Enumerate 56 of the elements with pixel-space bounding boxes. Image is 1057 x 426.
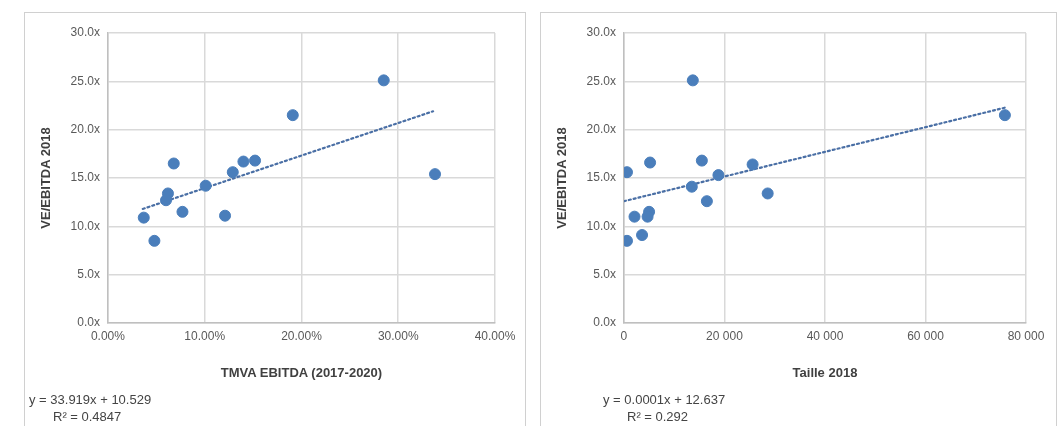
y-tick-label: 5.0x [593, 266, 616, 281]
point [644, 156, 657, 169]
text: y = 0.0001x + 12.637 [603, 391, 726, 408]
point [761, 187, 774, 200]
point [199, 179, 212, 192]
point [219, 209, 232, 222]
x-tick-label: 60 000 [907, 328, 945, 343]
point [686, 74, 699, 87]
y-tick-label: 15.0x [586, 170, 616, 185]
y-tick-label: 25.0x [70, 73, 100, 88]
point [700, 195, 713, 208]
point [429, 168, 442, 181]
point [712, 169, 725, 182]
point [226, 166, 239, 179]
y-tick-label: 10.0x [586, 218, 616, 233]
x-tick-label: 10.00% [184, 328, 226, 343]
point [746, 158, 759, 171]
text: R² = 0.4847 [53, 408, 122, 425]
y-tick-label: 0.0x [77, 315, 100, 330]
y-tick-label: 25.0x [586, 73, 616, 88]
y-tick-label: 15.0x [70, 170, 100, 185]
point [628, 210, 641, 223]
x-tick-label: 0.00% [90, 328, 126, 343]
x-tick-label: 80 000 [1007, 328, 1045, 343]
y-tick-label: 20.0x [586, 121, 616, 136]
y-tick-label: 10.0x [70, 218, 100, 233]
x-tick-label: 0 [620, 328, 628, 343]
point [160, 194, 173, 207]
x-tick-label: 30.00% [377, 328, 419, 343]
point [695, 154, 708, 167]
point [176, 205, 189, 218]
x-tick-label: 40 000 [806, 328, 844, 343]
point [249, 154, 262, 167]
point [685, 180, 698, 193]
y-tick-label: 0.0x [593, 315, 616, 330]
x-tick-label: 20.00% [281, 328, 323, 343]
y-axis-title: VE/EBITDA 2018 [554, 127, 570, 229]
y-tick-label: 30.0x [586, 25, 616, 40]
x-axis-title: TMVA EBITDA (2017-2020) [220, 364, 383, 380]
y-tick-label: 20.0x [70, 121, 100, 136]
x-tick-label: 20 000 [706, 328, 744, 343]
point [998, 109, 1011, 122]
x-tick-label: 40.00% [474, 328, 516, 343]
x-axis-title: Taille 2018 [792, 364, 858, 380]
point [636, 229, 649, 242]
y-tick-label: 5.0x [77, 266, 100, 281]
point [148, 234, 161, 247]
y-axis-title: VE/EBITDA 2018 [38, 127, 54, 229]
text: y = 33.919x + 10.529 [29, 391, 152, 408]
point [237, 155, 250, 168]
point [167, 157, 180, 170]
point [377, 74, 390, 87]
y-tick-label: 30.0x [70, 25, 100, 40]
text: R² = 0.292 [627, 408, 689, 425]
point [286, 109, 299, 122]
point [137, 211, 150, 224]
